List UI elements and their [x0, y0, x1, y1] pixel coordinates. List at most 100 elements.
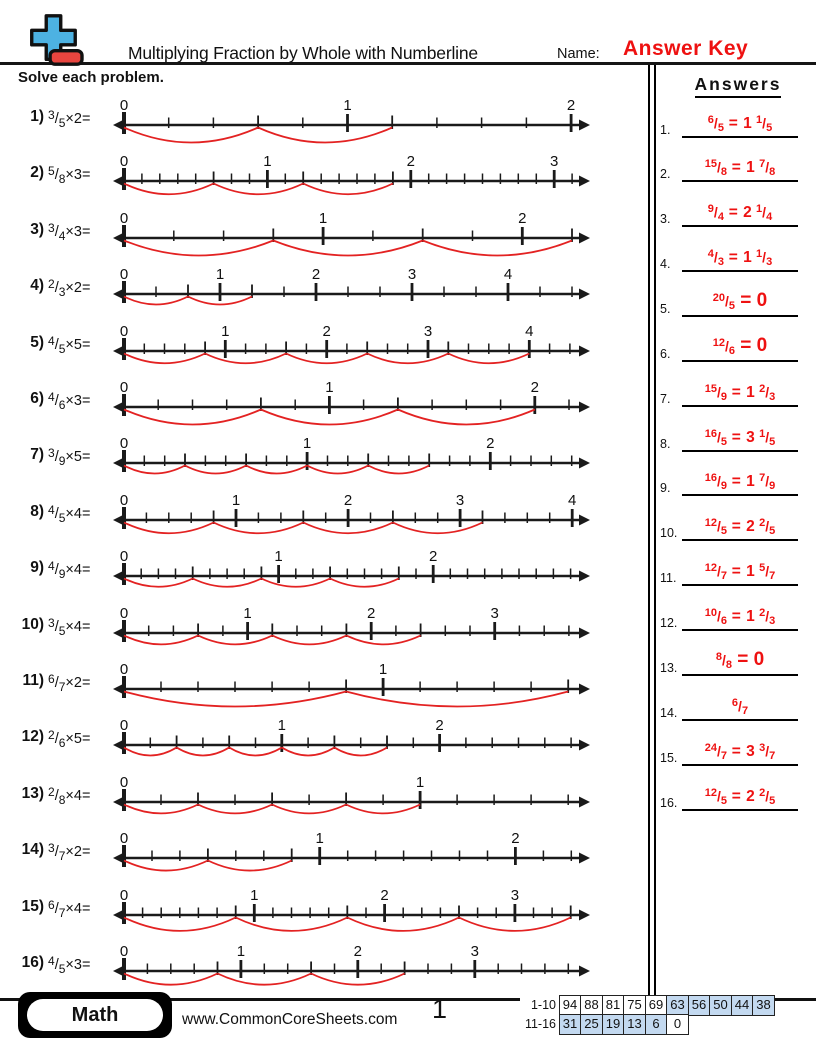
- answer-value: 16/5 = 3 1/5: [704, 428, 776, 448]
- problem-expression: 4/9×4=: [48, 559, 91, 581]
- answer-value: 4/3 = 1 1/3: [707, 248, 773, 268]
- instructions-text: Solve each problem.: [18, 69, 164, 86]
- answer-value: 6/7: [731, 697, 749, 717]
- numberline: 0 1 2 3: [113, 153, 590, 196]
- numberline-label: 1: [221, 323, 229, 340]
- numberline-label: 2: [511, 830, 519, 847]
- jump-arc: [123, 182, 214, 196]
- answer-underline: 15/8 = 1 7/8: [682, 158, 798, 182]
- fraction-numerator: 3: [48, 841, 55, 855]
- fraction-denominator: 4: [717, 211, 724, 223]
- problem-number: 8): [30, 503, 44, 520]
- numberline-label: 0: [120, 717, 128, 734]
- fraction-numerator: 4: [48, 559, 55, 573]
- answer-number: 11.: [660, 571, 677, 585]
- answer-number: 14.: [660, 706, 678, 720]
- fraction-denominator: 8: [769, 166, 776, 178]
- problem-expression: 4/6×3=: [48, 390, 91, 412]
- numberline-label: 4: [525, 323, 533, 340]
- answer-underline: 15/9 = 1 2/3: [682, 383, 798, 407]
- jump-arc: [366, 352, 449, 365]
- fraction-numerator: 7: [759, 158, 766, 170]
- fraction-denominator: 5: [58, 342, 66, 356]
- answer-underline: 12/7 = 1 5/7: [682, 562, 798, 586]
- page-title: Multiplying Fraction by Whole with Numbe…: [128, 43, 478, 63]
- plus-minus-logo-icon: [22, 12, 84, 70]
- score-cell: 94: [558, 995, 582, 1016]
- jump-arc: [271, 634, 347, 646]
- fraction-denominator: 5: [720, 525, 727, 537]
- jump-arc: [422, 239, 573, 257]
- problem-row: 16) 4/5×3= 0 1 2 3: [16, 941, 616, 997]
- fraction-numerator: 3: [48, 221, 55, 235]
- answer-whole: 1: [746, 473, 755, 490]
- numberline-label: 4: [568, 492, 576, 509]
- numberline-label: 1: [379, 661, 387, 678]
- numberline: 0 1 2: [113, 830, 590, 872]
- left-arrowhead: [113, 796, 124, 808]
- problem-expression: 6/7×2=: [48, 672, 91, 694]
- jump-arc: [302, 182, 394, 196]
- right-arrowhead: [579, 739, 590, 751]
- problem-row: 1) 3/5×2= 0 1 2: [16, 95, 616, 151]
- answer-number: 6.: [660, 347, 671, 361]
- right-arrowhead: [579, 514, 590, 526]
- brand-badge: Math: [18, 992, 172, 1038]
- problem-number: 15): [21, 898, 44, 915]
- fraction-numerator: 2: [759, 383, 766, 395]
- jump-arc: [123, 746, 178, 757]
- fraction-numerator: 6: [48, 672, 55, 686]
- numberline-label: 2: [435, 717, 443, 734]
- fraction-denominator: 8: [58, 172, 66, 186]
- numberline-label: 1: [232, 492, 240, 509]
- fraction-numerator: 1: [756, 114, 763, 126]
- problem-expression: 4/5×5=: [48, 334, 91, 356]
- problem-row: 5) 4/5×5= 0 1 2 3 4: [16, 321, 616, 377]
- jump-arc: [458, 916, 572, 932]
- numberline-label: 2: [344, 492, 352, 509]
- fraction-denominator: 5: [769, 795, 776, 807]
- numberline: 0 1 2: [113, 210, 590, 257]
- answer-row: 9. 16/9 = 1 7/9: [656, 459, 814, 496]
- problem-number: 9): [30, 559, 44, 576]
- problem-number: 7): [30, 446, 44, 463]
- fraction-numerator: 5: [759, 562, 766, 574]
- fraction-numerator: 3: [48, 446, 55, 460]
- answer-underline: 20/5 = 0: [682, 290, 798, 317]
- fraction-denominator: 9: [58, 567, 66, 581]
- numberline: 0 1 2 3 4: [113, 266, 590, 306]
- score-cell: 88: [580, 995, 603, 1016]
- numberline: 0 1 2 3 4: [113, 492, 590, 535]
- fraction-numerator: 2: [48, 277, 55, 291]
- fraction-denominator: 6: [720, 615, 727, 627]
- website-url: www.CommonCoreSheets.com: [182, 1011, 398, 1028]
- numberline-label: 3: [408, 266, 416, 283]
- score-cell: 50: [709, 995, 732, 1016]
- fraction-numerator: 2: [48, 785, 55, 799]
- answer-whole: = 0: [735, 335, 768, 356]
- numberline-label: 3: [471, 943, 479, 960]
- answer-number: 15.: [660, 751, 678, 765]
- subject-label: Math: [27, 999, 163, 1031]
- answer-row: 15. 24/7 = 3 3/7: [656, 729, 814, 766]
- problem-number: 13): [21, 785, 44, 802]
- numberline-label: 0: [120, 830, 128, 847]
- fraction-denominator: 7: [720, 570, 727, 582]
- right-arrowhead: [579, 119, 590, 131]
- right-arrowhead: [579, 175, 590, 187]
- numberline-label: 0: [120, 97, 128, 114]
- problem-row: 8) 4/5×4= 0 1 2 3 4: [16, 490, 616, 546]
- answer-number: 12.: [660, 616, 678, 630]
- numberline-label: 0: [120, 492, 128, 509]
- answer-row: 13. 8/8 = 0: [656, 639, 814, 676]
- problem-row: 10) 3/5×4= 0 1 2 3: [16, 603, 616, 659]
- score-cell: 38: [752, 995, 775, 1016]
- fraction-numerator: 1: [759, 428, 766, 440]
- jump-arc: [346, 916, 460, 932]
- fraction-numerator: 15: [704, 383, 717, 395]
- problem-expression: 2/6×5=: [48, 728, 91, 750]
- score-cell: 63: [666, 995, 689, 1016]
- fraction-denominator: 9: [58, 454, 66, 468]
- fraction-numerator: 15: [704, 158, 717, 170]
